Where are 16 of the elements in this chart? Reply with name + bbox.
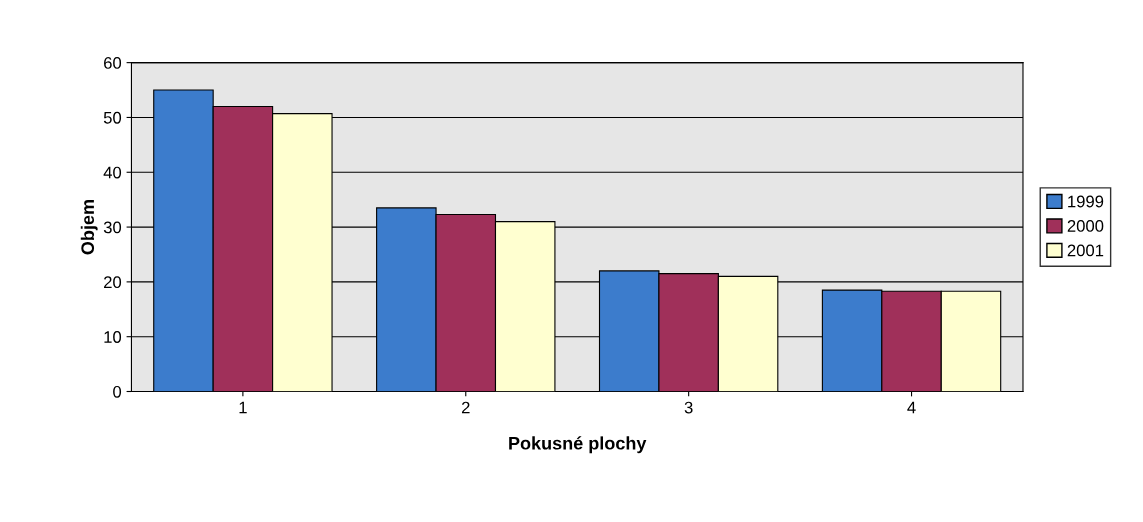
y-tick-label: 30 [103, 221, 122, 234]
y-tick-label: 40 [103, 166, 122, 179]
legend-label: 2001 [1067, 244, 1104, 257]
x-tick-label: 2 [461, 401, 470, 414]
y-tick-label: 0 [113, 385, 122, 398]
x-tick-label: 3 [684, 401, 693, 414]
y-tick-label: 20 [104, 276, 122, 289]
x-axis-title: Pokusné plochy [509, 436, 647, 454]
y-tick-label: 50 [103, 111, 122, 124]
legend-label: 1999 [1068, 195, 1104, 208]
x-tick-label: 4 [907, 401, 916, 414]
y-axis-title: Objem [80, 200, 98, 255]
legend-label: 2000 [1067, 220, 1104, 232]
y-tick-label: 60 [104, 57, 122, 69]
y-tick-label: 10 [104, 331, 122, 343]
x-tick-label: 1 [239, 401, 247, 414]
